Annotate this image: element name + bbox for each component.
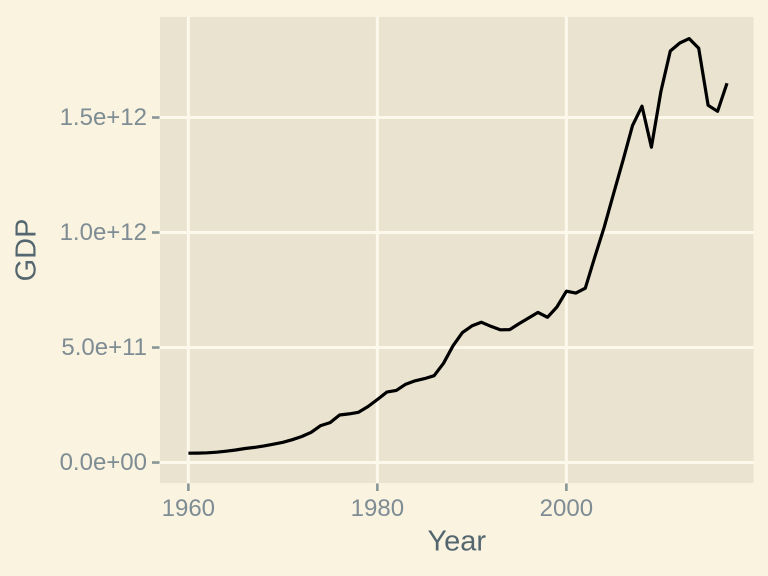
y-tick-label: 5.0e+11	[61, 333, 147, 361]
plot-panel	[160, 17, 754, 483]
x-tick-label: 1960	[161, 495, 216, 522]
x-tick-label: 1980	[350, 495, 405, 522]
x-tick-label: 2000	[539, 495, 594, 522]
x-axis-title: Year	[427, 525, 487, 558]
y-tick-label: 0.0e+00	[59, 448, 147, 476]
y-tick-label: 1.0e+12	[59, 218, 147, 246]
y-axis-title: GDP	[10, 218, 43, 282]
y-tick-label: 1.5e+12	[59, 103, 147, 131]
gdp-line	[188, 36, 729, 455]
